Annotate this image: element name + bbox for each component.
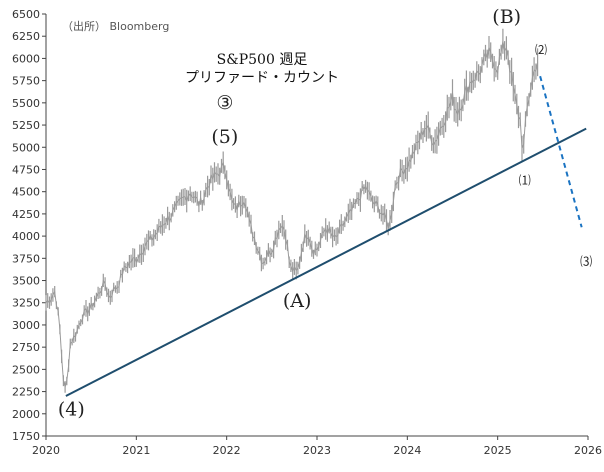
y-tick-label: 5500 — [12, 97, 40, 110]
y-tick-label: 3250 — [12, 297, 40, 310]
wave-label: (A) — [283, 290, 312, 312]
x-tick-label: 2022 — [213, 444, 241, 457]
y-tick-label: 5750 — [12, 75, 40, 88]
x-tick-label: 2020 — [32, 444, 60, 457]
y-tick-label: 2000 — [12, 408, 40, 421]
price-series-line — [45, 41, 539, 389]
source-label: （出所） Bloomberg — [62, 19, 169, 33]
wave-label: (4) — [58, 399, 85, 421]
x-tick-label: 2026 — [574, 444, 602, 457]
y-tick-label: 5000 — [12, 141, 40, 154]
wave-label: ⑶ — [580, 254, 592, 268]
y-tick-label: 4250 — [12, 208, 40, 221]
y-tick-label: 5250 — [12, 119, 40, 132]
y-tick-label: 4750 — [12, 163, 40, 176]
support-trendline — [65, 127, 587, 397]
chart-subtitle: プリファード・カウント — [185, 70, 339, 86]
y-tick-label: 4500 — [12, 186, 40, 199]
y-tick-label: 4000 — [12, 230, 40, 243]
y-tick-label: 3500 — [12, 275, 40, 288]
forecast-dashed-line — [539, 75, 583, 228]
x-tick-label: 2025 — [484, 444, 512, 457]
wave-label: ⑵ — [535, 43, 547, 57]
x-tick-label: 2024 — [393, 444, 421, 457]
x-tick-label: 2021 — [122, 444, 150, 457]
x-tick-label: 2023 — [303, 444, 331, 457]
wave-label: (B) — [492, 6, 521, 28]
label-layer: （出所） Bloomberg S&P500 週足 プリファード・カウント ③ (5… — [58, 6, 592, 421]
data-layer — [45, 28, 587, 397]
y-tick-label: 6500 — [12, 8, 40, 21]
y-tick-label: 2750 — [12, 341, 40, 354]
y-tick-label: 6000 — [12, 52, 40, 65]
y-tick-label: 6250 — [12, 30, 40, 43]
chart-title: S&P500 週足 — [217, 52, 308, 68]
wave-label: ③ — [216, 92, 233, 114]
y-tick-label: 2250 — [12, 386, 40, 399]
y-tick-label: 3000 — [12, 319, 40, 332]
price-weekly-bars — [45, 28, 539, 393]
y-tick-label: 3750 — [12, 252, 40, 265]
wave-label: ⑴ — [519, 174, 531, 188]
wave-label: (5) — [211, 126, 238, 148]
axis-layer: 1750 2000 2250 2500 2750 3000 3250 3500 3750 4000… — [12, 8, 602, 457]
y-tick-label: 1750 — [12, 430, 40, 443]
y-tick-label: 2500 — [12, 363, 40, 376]
